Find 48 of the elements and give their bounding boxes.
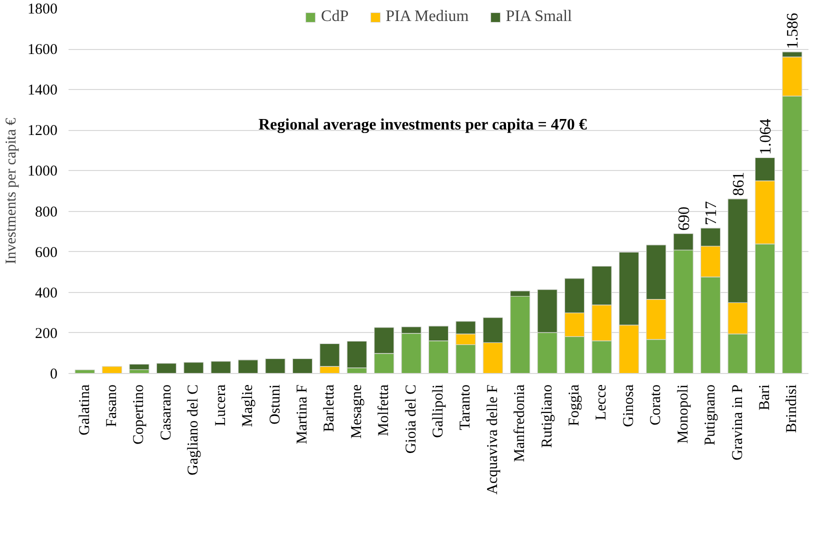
y-tick-label: 400 [35, 285, 58, 302]
legend-label: CdP [321, 8, 349, 26]
x-tick-label: Ostuni [267, 384, 284, 425]
x-tick-label: Gioia del C [403, 384, 420, 454]
x-tick-label: Rutigliano [539, 384, 556, 448]
x-tick-label: Fasano [104, 384, 120, 427]
x-tick-label: Barletta [322, 384, 338, 432]
legend-label: PIA Medium [386, 8, 469, 26]
y-tick-label: 1200 [28, 123, 58, 140]
x-tick-label: Monopoli [675, 384, 692, 444]
x-tick-label: Maglie [240, 384, 256, 427]
total-label: 861 [730, 172, 748, 196]
x-tick-label: Putignano [702, 384, 719, 446]
x-tick-label: Lecce [594, 384, 610, 420]
x-tick-label: Gallipoli [430, 384, 446, 438]
y-axis-title: Investments per capita € [4, 117, 20, 264]
legend-label: PIA Small [506, 8, 572, 26]
x-tick-label: Brindisi [784, 384, 800, 433]
x-tick-label: Manfredonia [512, 384, 528, 462]
x-tick-label: Molfetta [376, 384, 392, 436]
x-tick-label: Martina F [294, 384, 310, 444]
x-tick-label: Acquaviva delle F [484, 384, 501, 494]
y-tick-label: 1600 [28, 42, 58, 58]
x-tick-label: Galatina [76, 384, 93, 436]
x-tick-label: Mesagne [348, 384, 365, 439]
total-label: 1.586 [784, 12, 802, 49]
x-tick-label: Corato [648, 384, 664, 426]
y-tick-label: 800 [35, 204, 58, 220]
total-label: 690 [676, 206, 693, 231]
y-tick-label: 0 [50, 366, 58, 382]
y-tick-label: 200 [35, 326, 58, 342]
x-tick-label: Casarano [158, 384, 174, 440]
x-tick-label: Ginosa [620, 384, 637, 427]
y-tick-label: 1800 [28, 2, 58, 18]
y-tick-label: 600 [35, 244, 58, 261]
x-tick-label: Gagliano del C [186, 384, 202, 476]
x-tick-label: Lucera [212, 384, 229, 426]
total-label: 1.064 [757, 118, 774, 155]
y-tick-label: 1000 [28, 164, 58, 180]
total-label: 717 [703, 201, 720, 226]
y-tick-label: 1400 [28, 82, 58, 99]
x-tick-label: Taranto [458, 384, 474, 430]
x-tick-label: Copertino [131, 384, 148, 444]
x-tick-label: Gravina in P [730, 384, 746, 460]
bar [129, 364, 150, 370]
annotation: Regional average investments per capita = 470 € [258, 116, 587, 134]
x-tick-label: Foggia [566, 384, 583, 426]
x-tick-label: Bari [756, 384, 773, 410]
